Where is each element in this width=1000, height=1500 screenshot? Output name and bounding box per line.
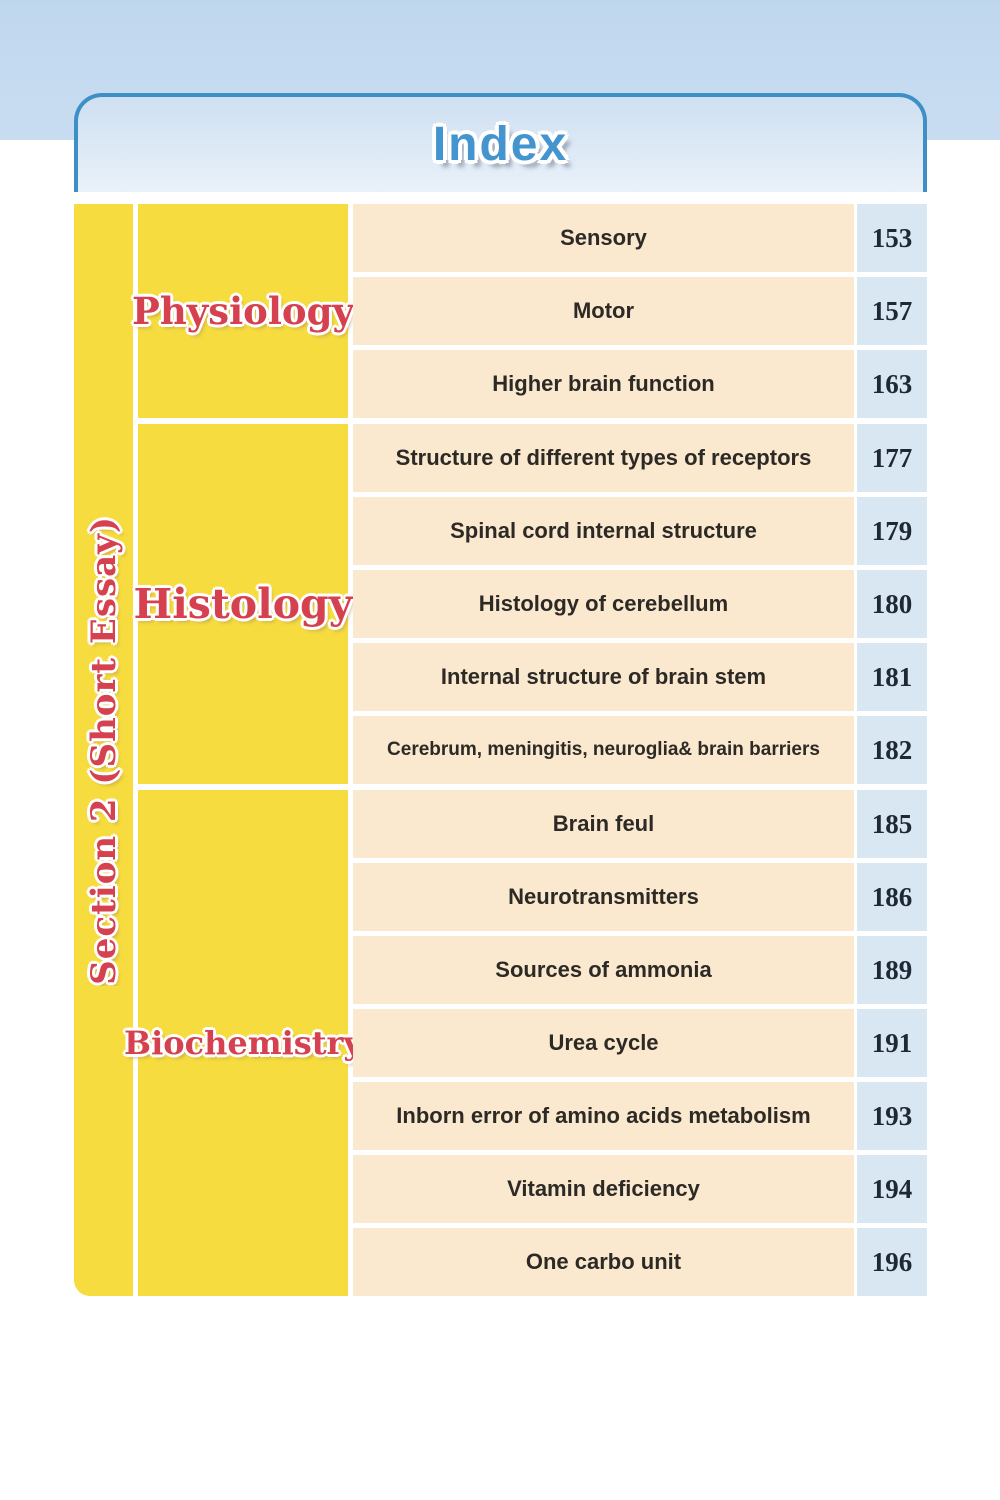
topic-cell: Urea cycle [353, 1009, 854, 1077]
page-number-cell: 179 [857, 497, 927, 565]
subject-label: Physiology [132, 289, 354, 333]
topic-cell: Vitamin deficiency [353, 1155, 854, 1223]
section-biochemistry: Biochemistry Brain feul 185 Neurotransmi… [124, 790, 927, 1296]
page-number-cell: 177 [857, 424, 927, 492]
page-number-cell: 186 [857, 863, 927, 931]
topic-cell: Higher brain function [353, 350, 854, 418]
table-row: Higher brain function 163 [353, 350, 927, 418]
topic-cell: Neurotransmitters [353, 863, 854, 931]
page-number-cell: 189 [857, 936, 927, 1004]
page-number-cell: 194 [857, 1155, 927, 1223]
index-header: Index [74, 93, 927, 192]
table-row: Neurotransmitters 186 [353, 863, 927, 931]
section-rail-label: Section 2 (Short Essay) [83, 515, 124, 985]
topic-cell: Spinal cord internal structure [353, 497, 854, 565]
topic-cell: Motor [353, 277, 854, 345]
subject-cell-physiology: Physiology [132, 204, 354, 418]
section-physiology: Physiology Sensory 153 Motor 157 Higher … [132, 204, 927, 418]
rows-physiology: Sensory 153 Motor 157 Higher brain funct… [353, 204, 927, 418]
page-number-cell: 181 [857, 643, 927, 711]
section-rail: Section 2 (Short Essay) [74, 204, 133, 1296]
rows-biochemistry: Brain feul 185 Neurotransmitters 186 Sou… [353, 790, 927, 1296]
page-number-cell: 191 [857, 1009, 927, 1077]
rows-histology: Structure of different types of receptor… [353, 424, 927, 784]
table-row: Motor 157 [353, 277, 927, 345]
table-row: Brain feul 185 [353, 790, 927, 858]
section-histology: Histology Structure of different types o… [133, 424, 927, 784]
table-row: Histology of cerebellum 180 [353, 570, 927, 638]
page-title: Index [432, 118, 569, 171]
topic-cell: Brain feul [353, 790, 854, 858]
page-number-cell: 163 [857, 350, 927, 418]
subject-label: Histology [133, 580, 353, 628]
table-row: One carbo unit 196 [353, 1228, 927, 1296]
table-row: Urea cycle 191 [353, 1009, 927, 1077]
table-row: Sources of ammonia 189 [353, 936, 927, 1004]
table-row: Internal structure of brain stem 181 [353, 643, 927, 711]
topic-cell: One carbo unit [353, 1228, 854, 1296]
topic-cell: Sources of ammonia [353, 936, 854, 1004]
table-row: Inborn error of amino acids metabolism 1… [353, 1082, 927, 1150]
subject-cell-histology: Histology [133, 424, 353, 784]
subject-cell-biochemistry: Biochemistry [124, 790, 362, 1296]
table-row: Sensory 153 [353, 204, 927, 272]
page-number-cell: 196 [857, 1228, 927, 1296]
page-number-cell: 180 [857, 570, 927, 638]
table-row: Vitamin deficiency 194 [353, 1155, 927, 1223]
table-row: Spinal cord internal structure 179 [353, 497, 927, 565]
topic-cell: Histology of cerebellum [353, 570, 854, 638]
topic-cell: Structure of different types of receptor… [353, 424, 854, 492]
table-row: Structure of different types of receptor… [353, 424, 927, 492]
page-number-cell: 153 [857, 204, 927, 272]
table-row: Cerebrum, meningitis, neuroglia& brain b… [353, 716, 927, 784]
page-number-cell: 193 [857, 1082, 927, 1150]
subject-label: Biochemistry [124, 1024, 362, 1062]
topic-cell: Internal structure of brain stem [353, 643, 854, 711]
page-number-cell: 182 [857, 716, 927, 784]
sections-wrap: Physiology Sensory 153 Motor 157 Higher … [124, 204, 927, 1296]
page-number-cell: 157 [857, 277, 927, 345]
page-number-cell: 185 [857, 790, 927, 858]
topic-cell: Sensory [353, 204, 854, 272]
topic-cell: Inborn error of amino acids metabolism [353, 1082, 854, 1150]
topic-cell: Cerebrum, meningitis, neuroglia& brain b… [353, 716, 854, 784]
toc-table: Section 2 (Short Essay) Physiology Senso… [74, 204, 927, 1296]
